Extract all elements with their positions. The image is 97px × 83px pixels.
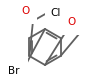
Text: Cl: Cl — [50, 8, 60, 18]
Text: O: O — [68, 17, 76, 27]
Text: O: O — [21, 6, 29, 16]
Text: Br: Br — [8, 66, 20, 76]
